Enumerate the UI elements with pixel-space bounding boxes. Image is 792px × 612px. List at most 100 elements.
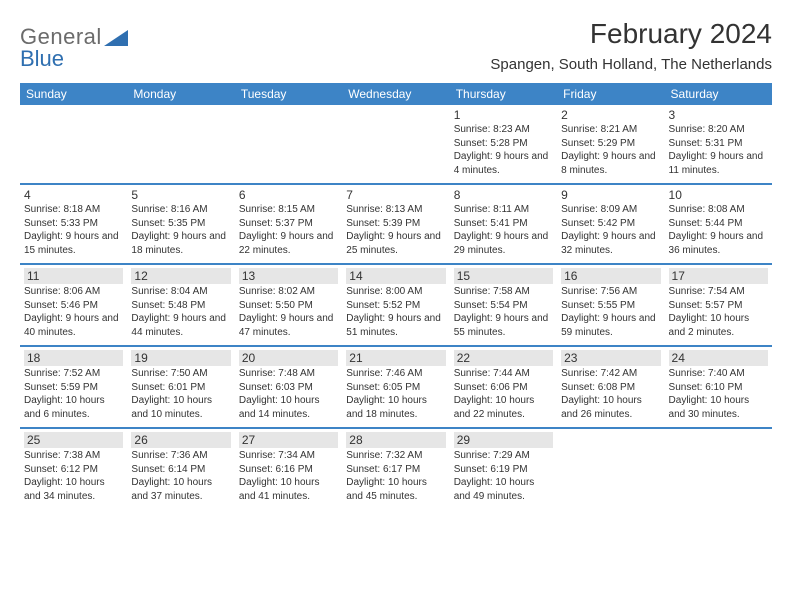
daylight-text: Daylight: 10 hours and 22 minutes. [454,394,553,421]
calendar-day-cell: 17Sunrise: 7:54 AMSunset: 5:57 PMDayligh… [665,265,772,345]
day-info: Sunrise: 7:48 AMSunset: 6:03 PMDaylight:… [239,367,338,421]
calendar-week-row: 11Sunrise: 8:06 AMSunset: 5:46 PMDayligh… [20,265,772,347]
day-info: Sunrise: 8:18 AMSunset: 5:33 PMDaylight:… [24,203,123,257]
sunset-text: Sunset: 5:55 PM [561,299,660,313]
sunset-text: Sunset: 5:31 PM [669,137,768,151]
daylight-text: Daylight: 10 hours and 34 minutes. [24,476,123,503]
day-number: 12 [131,268,230,284]
day-number: 11 [24,268,123,284]
calendar-day-cell: 14Sunrise: 8:00 AMSunset: 5:52 PMDayligh… [342,265,449,345]
calendar-day-cell: 8Sunrise: 8:11 AMSunset: 5:41 PMDaylight… [450,185,557,263]
sunrise-text: Sunrise: 7:48 AM [239,367,338,381]
day-info: Sunrise: 8:08 AMSunset: 5:44 PMDaylight:… [669,203,768,257]
sunset-text: Sunset: 6:17 PM [346,463,445,477]
day-info: Sunrise: 8:00 AMSunset: 5:52 PMDaylight:… [346,285,445,339]
calendar-day-cell: 6Sunrise: 8:15 AMSunset: 5:37 PMDaylight… [235,185,342,263]
day-info: Sunrise: 8:16 AMSunset: 5:35 PMDaylight:… [131,203,230,257]
weekday-header: Tuesday [235,83,342,105]
day-number: 20 [239,350,338,366]
calendar-header-row: SundayMondayTuesdayWednesdayThursdayFrid… [20,83,772,105]
calendar-day-cell: 11Sunrise: 8:06 AMSunset: 5:46 PMDayligh… [20,265,127,345]
weekday-header: Friday [557,83,664,105]
day-number: 23 [561,350,660,366]
day-number: 1 [454,108,553,122]
sunrise-text: Sunrise: 8:04 AM [131,285,230,299]
calendar-day-cell: 22Sunrise: 7:44 AMSunset: 6:06 PMDayligh… [450,347,557,427]
daylight-text: Daylight: 10 hours and 45 minutes. [346,476,445,503]
daylight-text: Daylight: 9 hours and 59 minutes. [561,312,660,339]
calendar-day-cell: 20Sunrise: 7:48 AMSunset: 6:03 PMDayligh… [235,347,342,427]
sunrise-text: Sunrise: 8:11 AM [454,203,553,217]
daylight-text: Daylight: 9 hours and 29 minutes. [454,230,553,257]
daylight-text: Daylight: 10 hours and 37 minutes. [131,476,230,503]
day-number: 25 [24,432,123,448]
sunset-text: Sunset: 5:39 PM [346,217,445,231]
day-number: 22 [454,350,553,366]
day-info: Sunrise: 8:06 AMSunset: 5:46 PMDaylight:… [24,285,123,339]
sunset-text: Sunset: 5:41 PM [454,217,553,231]
sunset-text: Sunset: 6:03 PM [239,381,338,395]
sunset-text: Sunset: 5:57 PM [669,299,768,313]
day-number: 9 [561,188,660,202]
sunset-text: Sunset: 5:44 PM [669,217,768,231]
daylight-text: Daylight: 9 hours and 36 minutes. [669,230,768,257]
day-info: Sunrise: 7:54 AMSunset: 5:57 PMDaylight:… [669,285,768,339]
daylight-text: Daylight: 9 hours and 44 minutes. [131,312,230,339]
daylight-text: Daylight: 10 hours and 49 minutes. [454,476,553,503]
day-number: 8 [454,188,553,202]
day-info: Sunrise: 8:20 AMSunset: 5:31 PMDaylight:… [669,123,768,177]
sunrise-text: Sunrise: 8:20 AM [669,123,768,137]
daylight-text: Daylight: 9 hours and 55 minutes. [454,312,553,339]
weekday-header: Monday [127,83,234,105]
sunset-text: Sunset: 6:19 PM [454,463,553,477]
sunrise-text: Sunrise: 7:46 AM [346,367,445,381]
day-info: Sunrise: 7:56 AMSunset: 5:55 PMDaylight:… [561,285,660,339]
daylight-text: Daylight: 10 hours and 30 minutes. [669,394,768,421]
daylight-text: Daylight: 10 hours and 2 minutes. [669,312,768,339]
day-info: Sunrise: 7:58 AMSunset: 5:54 PMDaylight:… [454,285,553,339]
sunset-text: Sunset: 5:29 PM [561,137,660,151]
logo-text-2: Blue [20,46,64,72]
sunset-text: Sunset: 5:48 PM [131,299,230,313]
daylight-text: Daylight: 9 hours and 51 minutes. [346,312,445,339]
sunrise-text: Sunrise: 7:44 AM [454,367,553,381]
calendar-day-cell: 21Sunrise: 7:46 AMSunset: 6:05 PMDayligh… [342,347,449,427]
location-subtitle: Spangen, South Holland, The Netherlands [490,56,772,73]
day-number: 14 [346,268,445,284]
day-number: 17 [669,268,768,284]
calendar-day-cell: 28Sunrise: 7:32 AMSunset: 6:17 PMDayligh… [342,429,449,509]
calendar-day-cell: 23Sunrise: 7:42 AMSunset: 6:08 PMDayligh… [557,347,664,427]
day-info: Sunrise: 7:52 AMSunset: 5:59 PMDaylight:… [24,367,123,421]
sunset-text: Sunset: 6:12 PM [24,463,123,477]
sunset-text: Sunset: 5:46 PM [24,299,123,313]
sunset-text: Sunset: 5:50 PM [239,299,338,313]
day-info: Sunrise: 7:42 AMSunset: 6:08 PMDaylight:… [561,367,660,421]
calendar-day-cell: 27Sunrise: 7:34 AMSunset: 6:16 PMDayligh… [235,429,342,509]
day-number: 26 [131,432,230,448]
sunset-text: Sunset: 5:42 PM [561,217,660,231]
day-info: Sunrise: 8:23 AMSunset: 5:28 PMDaylight:… [454,123,553,177]
calendar-day-cell: 16Sunrise: 7:56 AMSunset: 5:55 PMDayligh… [557,265,664,345]
calendar-day-cell [665,429,772,509]
sunrise-text: Sunrise: 7:56 AM [561,285,660,299]
day-number: 5 [131,188,230,202]
calendar-day-cell: 9Sunrise: 8:09 AMSunset: 5:42 PMDaylight… [557,185,664,263]
day-number: 21 [346,350,445,366]
sunset-text: Sunset: 5:33 PM [24,217,123,231]
daylight-text: Daylight: 9 hours and 11 minutes. [669,150,768,177]
calendar-day-cell: 19Sunrise: 7:50 AMSunset: 6:01 PMDayligh… [127,347,234,427]
calendar-day-cell: 25Sunrise: 7:38 AMSunset: 6:12 PMDayligh… [20,429,127,509]
day-info: Sunrise: 8:21 AMSunset: 5:29 PMDaylight:… [561,123,660,177]
day-number: 15 [454,268,553,284]
day-info: Sunrise: 8:09 AMSunset: 5:42 PMDaylight:… [561,203,660,257]
day-number: 27 [239,432,338,448]
logo-triangle-icon [104,28,128,46]
day-number: 28 [346,432,445,448]
sunset-text: Sunset: 5:28 PM [454,137,553,151]
header: General February 2024 Spangen, South Hol… [20,18,772,73]
daylight-text: Daylight: 10 hours and 10 minutes. [131,394,230,421]
day-number: 16 [561,268,660,284]
sunset-text: Sunset: 6:01 PM [131,381,230,395]
day-info: Sunrise: 8:02 AMSunset: 5:50 PMDaylight:… [239,285,338,339]
sunrise-text: Sunrise: 7:36 AM [131,449,230,463]
